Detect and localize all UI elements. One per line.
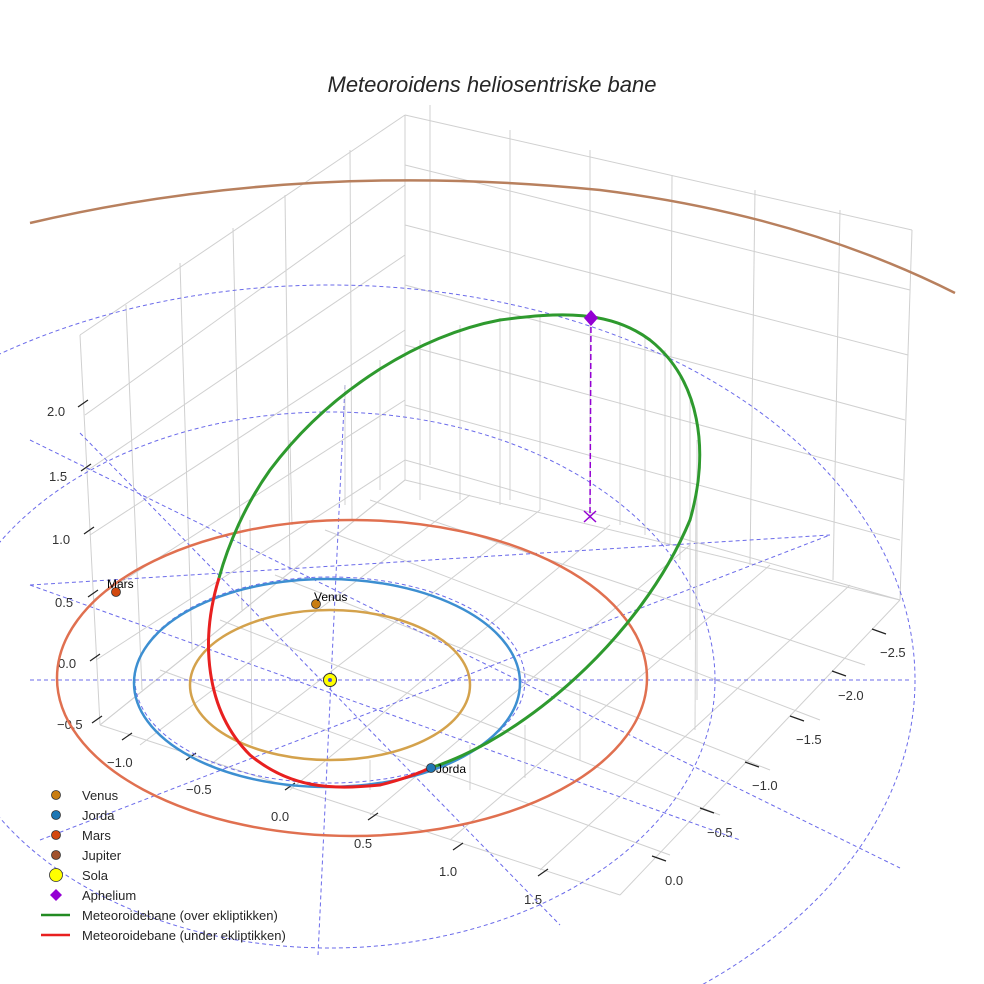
y-axis-tick-labels: 0.0 −0.5 −1.0 −1.5 −2.0 −2.5	[665, 645, 906, 888]
x-tick: 1.5	[524, 892, 542, 907]
y-tick: −2.5	[880, 645, 906, 660]
y-tick: −1.0	[752, 778, 778, 793]
grid-back-walls	[79, 105, 913, 726]
diamond-icon	[50, 889, 62, 901]
legend-item-venus: Venus	[38, 785, 286, 805]
aphelion-marker	[584, 310, 598, 326]
mars-marker	[111, 587, 121, 597]
legend-item-jorda: Jorda	[38, 805, 286, 825]
venus-dot-icon	[51, 790, 61, 800]
legend-label: Meteoroidebane (under ekliptikken)	[82, 927, 286, 943]
legend-label: Jupiter	[82, 847, 122, 863]
x-tick: 0.5	[354, 836, 372, 851]
legend-label: Jorda	[82, 807, 115, 823]
jorda-dot-icon	[51, 810, 61, 820]
y-tick: −2.0	[838, 688, 864, 703]
venus-label: Venus	[314, 590, 347, 604]
jupiter-dot-icon	[51, 850, 61, 860]
legend-label: Aphelium	[82, 887, 137, 903]
sun-icon	[49, 868, 63, 882]
venus-marker	[311, 599, 321, 609]
legend: Venus Jorda Mars Jupiter Sola Aphelium M…	[38, 785, 286, 945]
z-axis-tick-labels: 2.0 1.5 1.0 0.5 0.0 −0.5	[47, 404, 83, 732]
x-tick: −0.5	[186, 782, 212, 797]
x-tick: 0.0	[271, 809, 289, 824]
legend-item-jupiter: Jupiter	[38, 845, 286, 865]
jupiter-orbit	[29, 179, 956, 295]
meteoroid-orbit-below-ecliptic	[207, 577, 431, 789]
mars-orbit	[55, 518, 649, 838]
chart-title: Meteoroidens heliosentriske bane	[327, 72, 657, 97]
jorda-marker	[426, 763, 436, 773]
legend-label: Sola	[82, 867, 109, 883]
z-tick: 0.0	[58, 656, 76, 671]
y-tick: 0.0	[665, 873, 683, 888]
z-tick: 0.5	[55, 595, 73, 610]
y-tick: −0.5	[707, 825, 733, 840]
legend-label: Venus	[82, 787, 119, 803]
meteoroid-drop-lines	[249, 315, 698, 790]
x-tick: −1.0	[107, 755, 133, 770]
mars-label: Mars	[107, 577, 134, 591]
legend-item-meteoroid-below: Meteoroidebane (under ekliptikken)	[38, 925, 286, 945]
x-tick: 1.0	[439, 864, 457, 879]
legend-item-mars: Mars	[38, 825, 286, 845]
sun-marker	[323, 673, 337, 687]
y-tick: −1.5	[796, 732, 822, 747]
legend-item-meteoroid-above: Meteoroidebane (over ekliptikken)	[38, 905, 286, 925]
venus-orbit	[188, 608, 472, 762]
legend-item-aphelium: Aphelium	[38, 885, 286, 905]
legend-label: Mars	[82, 827, 111, 843]
legend-item-sola: Sola	[38, 865, 286, 885]
aphelion-drop-line	[589, 317, 592, 517]
aphelion-projection-x-icon	[583, 510, 597, 523]
z-tick: 1.0	[52, 532, 70, 547]
x-axis-tick-labels: −1.0 −0.5 0.0 0.5 1.0 1.5	[107, 755, 542, 907]
legend-label: Meteoroidebane (over ekliptikken)	[82, 907, 278, 923]
mars-dot-icon	[51, 830, 61, 840]
jorda-label: Jorda	[436, 762, 466, 776]
z-tick: 2.0	[47, 404, 65, 419]
z-tick: 1.5	[49, 469, 67, 484]
meteoroid-orbit-above-ecliptic	[217, 313, 702, 770]
